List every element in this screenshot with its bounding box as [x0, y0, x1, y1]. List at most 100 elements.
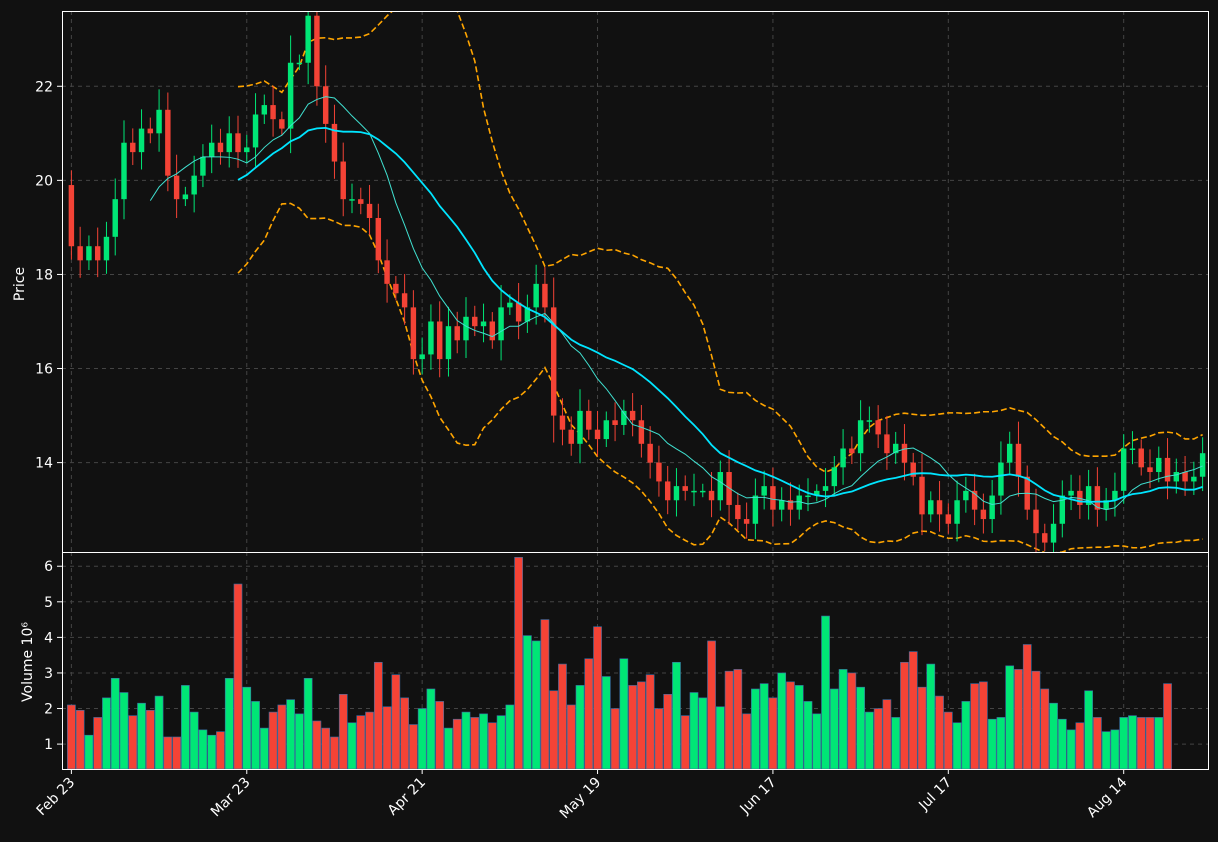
- volume-bar: [207, 734, 217, 770]
- candle-body: [208, 142, 215, 157]
- candle-body: [691, 490, 697, 493]
- volume-bar: [67, 704, 76, 770]
- candle-body: [831, 467, 838, 487]
- candle-body: [910, 462, 916, 477]
- candle-body: [191, 175, 197, 195]
- volume-bar: [435, 701, 445, 770]
- candle-body: [1006, 443, 1013, 463]
- volume-bar: [943, 711, 953, 770]
- volume-bar: [242, 686, 252, 770]
- volume-bar: [715, 706, 725, 770]
- volume-bar: [1005, 665, 1015, 770]
- candle-body: [673, 486, 680, 501]
- volume-bar: [470, 717, 480, 770]
- candle-body: [577, 410, 583, 444]
- candle-body: [1103, 500, 1109, 510]
- volume-bar: [601, 676, 611, 770]
- candle-body: [586, 410, 592, 430]
- candle-body: [936, 500, 943, 515]
- candle-body: [182, 194, 189, 200]
- volume-bar: [610, 708, 620, 770]
- candle-body: [708, 490, 715, 501]
- candle-body: [954, 500, 960, 524]
- candle-body: [778, 500, 785, 510]
- candle-body: [656, 462, 662, 482]
- candle-body: [112, 199, 118, 237]
- volume-bar: [102, 697, 111, 770]
- volume-bar: [259, 727, 269, 770]
- volume-bar: [444, 727, 453, 770]
- volume-bar: [1057, 718, 1067, 770]
- volume-bars: [67, 557, 1172, 770]
- volume-bar: [672, 661, 681, 770]
- volume-bar: [417, 708, 427, 770]
- candle-body: [568, 429, 574, 444]
- volume-bar: [330, 736, 339, 770]
- volume-bar: [172, 736, 181, 770]
- volume-tick-label: 5: [44, 595, 53, 611]
- candle-body: [340, 161, 346, 200]
- panel-frames: [62, 11, 1209, 770]
- volume-bar: [382, 706, 392, 770]
- candle-body: [612, 420, 618, 425]
- volume-bar: [952, 722, 962, 770]
- candle-body: [533, 283, 539, 308]
- candle-body: [621, 410, 627, 425]
- volume-bar: [1145, 717, 1155, 770]
- volume-bar: [575, 685, 585, 770]
- volume-tick-label: 3: [44, 666, 53, 682]
- price-panel-frame: [62, 11, 1209, 553]
- candle-body: [1138, 448, 1144, 468]
- candle-body: [822, 486, 829, 491]
- candle-body: [682, 486, 688, 491]
- candle-body: [349, 199, 355, 201]
- volume-bar: [1119, 717, 1129, 770]
- x-tick-label: Feb 23: [34, 775, 79, 820]
- upper-band-line: [237, 11, 1203, 473]
- candle-body: [1085, 486, 1092, 505]
- price-tick-label: 20: [35, 173, 53, 189]
- candle-body: [884, 434, 890, 454]
- volume-bar: [426, 688, 436, 770]
- candle-body: [94, 246, 101, 261]
- volume-bar: [391, 674, 401, 770]
- volume-bar: [865, 711, 874, 770]
- candle-body: [305, 15, 311, 63]
- candle-body: [507, 302, 513, 308]
- candle-body: [717, 472, 724, 501]
- volume-bar: [233, 583, 243, 770]
- volume-bar: [137, 702, 146, 770]
- candle-body: [1129, 448, 1136, 451]
- volume-bar: [496, 715, 506, 770]
- volume-bar: [224, 677, 234, 770]
- candle-body: [419, 354, 425, 360]
- volume-bar: [198, 729, 208, 770]
- bollinger-bands: [237, 11, 1203, 552]
- candle-body: [428, 321, 434, 355]
- candle-body: [1033, 509, 1039, 534]
- candle-body: [1164, 457, 1171, 482]
- candle-body: [156, 109, 162, 134]
- volume-bar: [584, 658, 594, 770]
- moving-averages: [149, 96, 1203, 511]
- candle-body: [752, 495, 759, 524]
- candle-body: [971, 490, 978, 510]
- volume-bar: [409, 724, 418, 770]
- volume-panel-frame: [62, 552, 1209, 770]
- candle-body: [796, 495, 802, 510]
- volume-bar: [461, 711, 471, 770]
- candle-body: [594, 429, 601, 440]
- volume-bar: [803, 701, 813, 770]
- volume-bar: [812, 713, 822, 770]
- volume-bar: [856, 686, 865, 770]
- ma-slow-line: [237, 126, 1203, 503]
- volume-bar: [926, 663, 936, 770]
- volume-bar: [689, 692, 699, 770]
- volume-bar: [154, 695, 164, 770]
- volume-bar: [145, 710, 155, 770]
- candle-body: [235, 133, 241, 153]
- price-axis-label: Price: [12, 267, 28, 301]
- volume-bar: [514, 557, 523, 770]
- volume-bar: [698, 697, 708, 770]
